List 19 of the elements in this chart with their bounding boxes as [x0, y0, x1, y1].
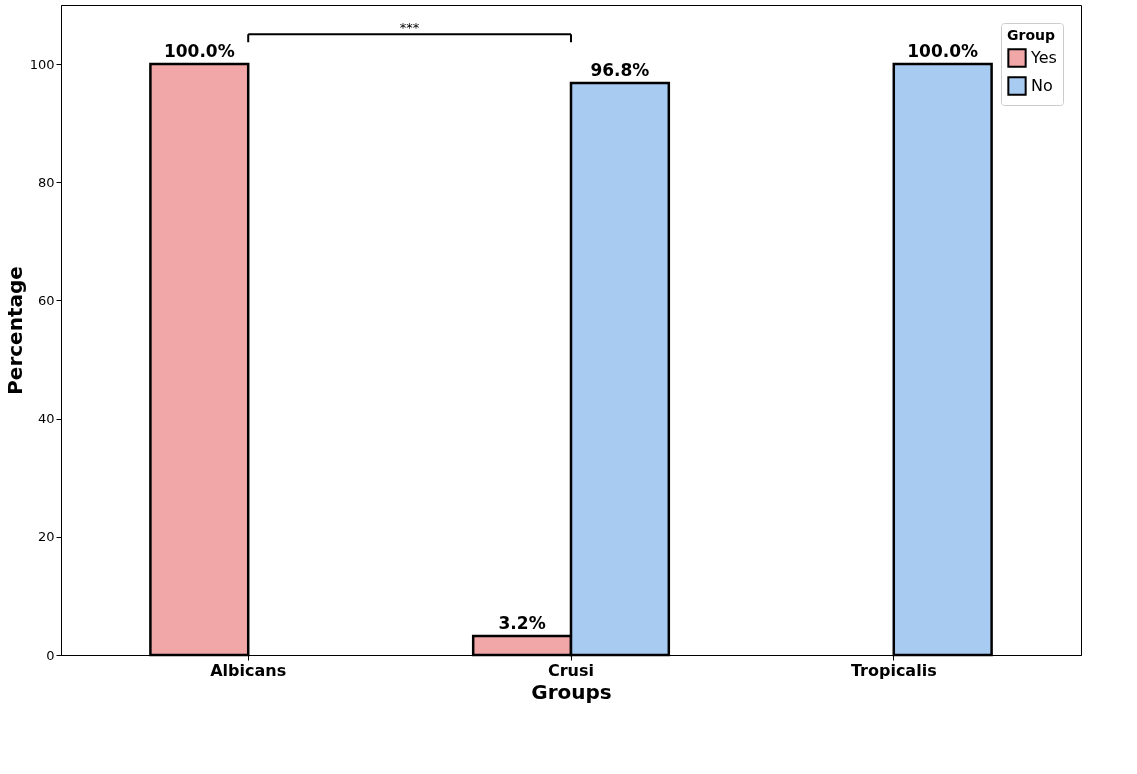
legend-title: Group: [1007, 27, 1056, 43]
x-tick-label: Albicans: [210, 660, 287, 680]
y-tick-label: 20: [37, 529, 55, 545]
legend-label: Yes: [1030, 48, 1057, 67]
legend-label: No: [1031, 76, 1053, 95]
y-tick-label: 80: [37, 174, 55, 190]
x-axis-title: Groups: [531, 679, 612, 704]
annotation: ***: [399, 20, 420, 36]
y-tick-label: 0: [46, 647, 55, 663]
y-axis-title: Percentage: [2, 266, 27, 395]
data-label: 3.2%: [498, 613, 546, 634]
data-label: 100.0%: [907, 41, 979, 62]
x-tick-label: Tropicalis: [850, 660, 937, 680]
y-tick-label: 100: [29, 56, 55, 72]
data-label: 100.0%: [163, 41, 235, 62]
x-tick-label: Crusi: [547, 660, 595, 680]
y-tick-label: 40: [37, 411, 55, 427]
data-label: 96.8%: [590, 60, 650, 80]
y-tick-label: 60: [37, 292, 55, 308]
